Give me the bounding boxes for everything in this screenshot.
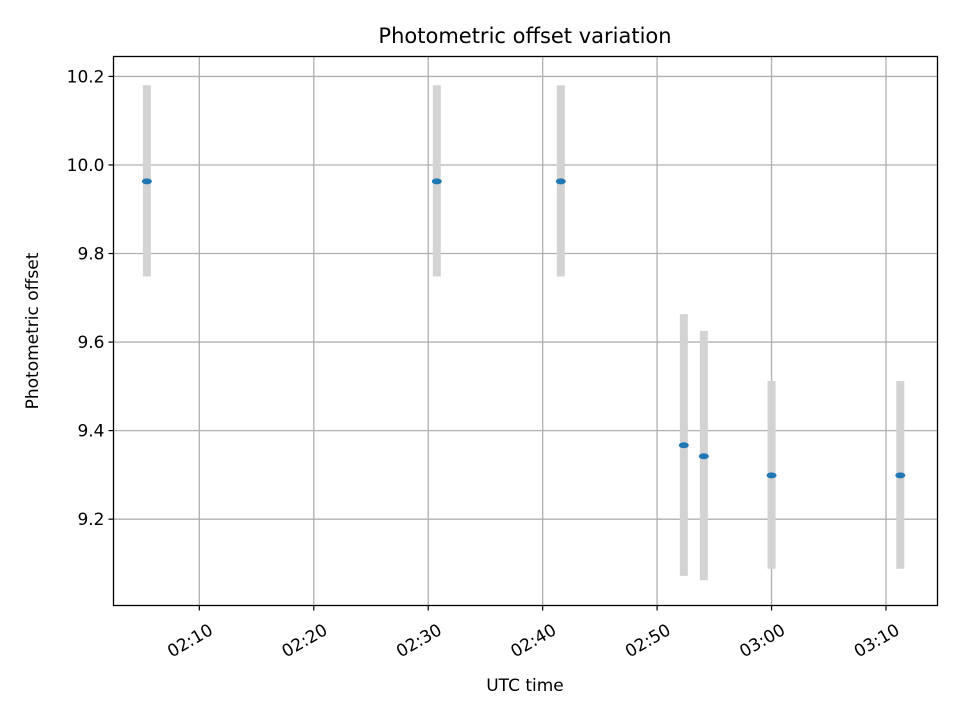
y-tick-label: 10.2 <box>67 67 105 87</box>
y-tick-label: 9.2 <box>77 510 104 530</box>
data-point <box>766 472 777 479</box>
y-tick-label: 9.6 <box>77 333 104 353</box>
data-points <box>141 178 906 479</box>
chart-title: Photometric offset variation <box>378 24 671 48</box>
data-point <box>555 178 566 185</box>
data-point <box>431 178 442 185</box>
y-tick-label: 9.4 <box>77 422 104 442</box>
grid <box>113 56 938 606</box>
data-point <box>141 178 152 185</box>
x-axis-title: UTC time <box>486 676 564 696</box>
y-tick-label: 9.8 <box>77 245 104 265</box>
plot-area-frame <box>112 55 939 607</box>
data-point <box>678 442 689 449</box>
y-axis-title: Photometric offset <box>23 252 43 409</box>
data-point <box>698 453 709 460</box>
y-tick-label: 10.0 <box>67 156 105 176</box>
y-axis-ticks: 9.2 9.4 9.6 9.8 10.0 10.2 <box>67 67 114 530</box>
data-point <box>895 472 906 479</box>
